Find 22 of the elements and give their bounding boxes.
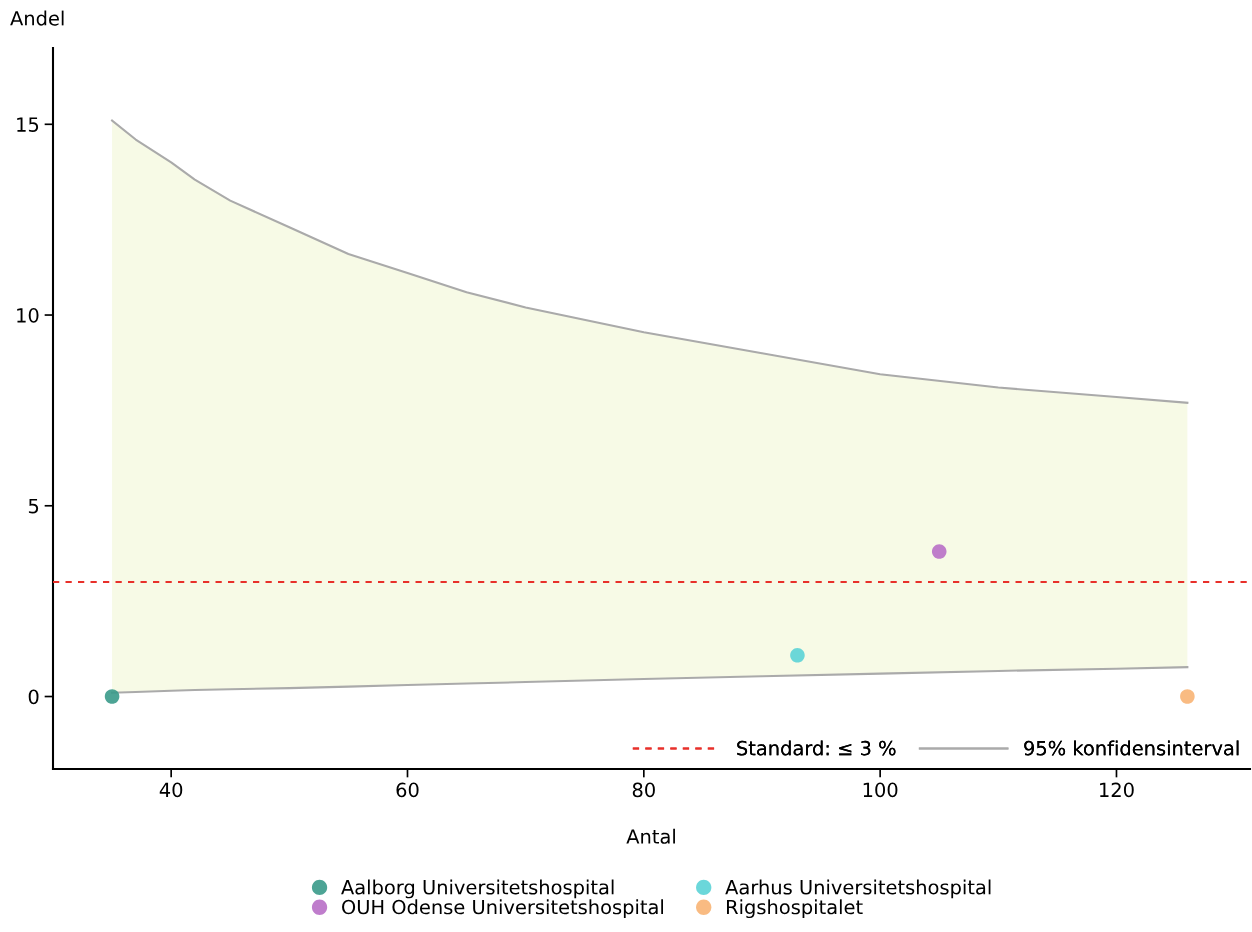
line-series — [111, 119, 1189, 404]
point — [104, 689, 120, 704]
x-tick-label: 40 — [159, 782, 183, 798]
legend-label: Aarhus Universitetshospital — [725, 879, 991, 899]
legend-label: Standard: ≤ 3 % — [737, 740, 896, 756]
legend-label: Aalborg Universitetshospital — [341, 879, 614, 899]
x-tick-label: 120 — [1100, 782, 1134, 798]
x-axis-title: Antal — [626, 828, 675, 844]
y-axis-title: Andel — [10, 10, 64, 26]
x-tick-label: 60 — [396, 782, 419, 798]
point — [931, 544, 947, 559]
legend-label: 95% konfidensinterval — [1024, 740, 1239, 756]
point — [1180, 689, 1195, 704]
point — [790, 648, 805, 663]
y-tick-label: 5 — [28, 498, 39, 514]
x-tick-label: 100 — [863, 782, 898, 798]
y-tick-label: 15 — [17, 117, 39, 132]
y-tick-label: 10 — [17, 307, 39, 323]
legend-label: OUH Odense Universitetshospital — [342, 899, 663, 919]
legend-label: Rigshospitalet — [727, 899, 863, 919]
x-tick-label: 80 — [632, 782, 655, 798]
y-tick-label: 0 — [28, 689, 39, 705]
